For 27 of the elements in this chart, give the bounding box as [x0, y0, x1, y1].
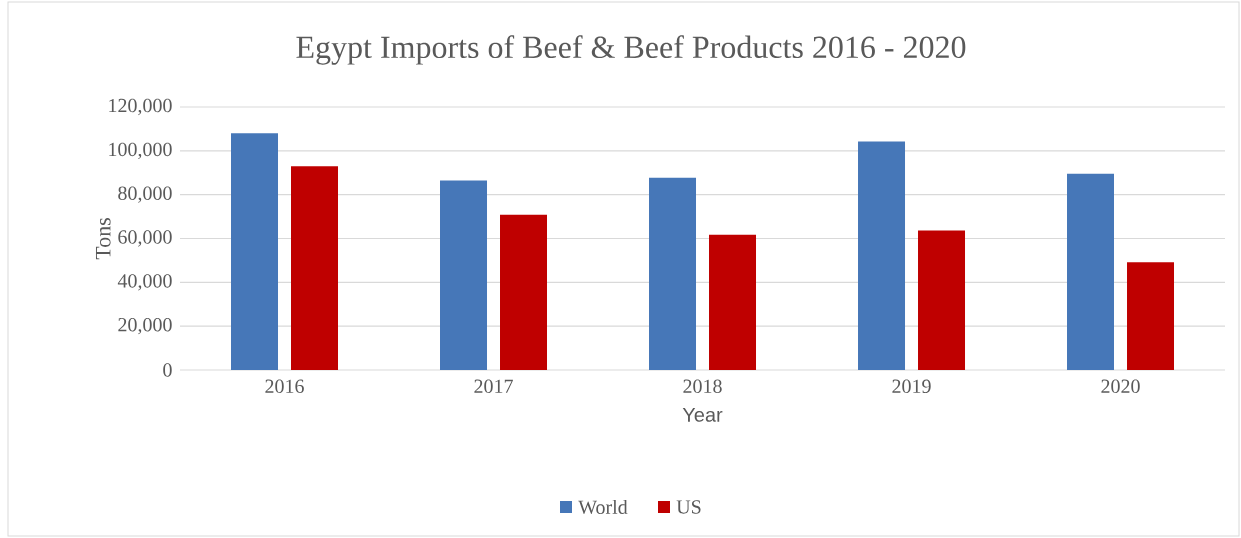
bar [1067, 173, 1115, 370]
x-tick-label: 2018 [683, 379, 722, 394]
chart-title: Egypt Imports of Beef & Beef Products 2016 - 2020 [296, 35, 966, 65]
bar [918, 230, 966, 370]
y-tick-label: 80,000 [118, 186, 172, 203]
x-tick-label: 2020 [1101, 379, 1140, 394]
y-tick-label: 40,000 [117, 274, 172, 291]
bar [440, 180, 487, 370]
y-tick-label: 120,000 [109, 98, 172, 116]
legend-label: World [578, 499, 628, 515]
bar [858, 141, 906, 370]
y-axis-title: Tons [95, 218, 111, 260]
bar [291, 166, 339, 370]
y-tick-label: 20,000 [118, 317, 172, 335]
x-axis-title: Year [682, 407, 723, 422]
bar [500, 214, 548, 370]
bar [709, 234, 757, 370]
y-tick-label: 0 [163, 363, 172, 377]
bar [1127, 262, 1175, 370]
bar [649, 177, 697, 370]
legend-label: US [676, 500, 701, 514]
x-tick-label: 2019 [892, 379, 931, 394]
y-tick-label: 60,000 [118, 230, 172, 247]
bar [231, 133, 279, 370]
y-tick-label: 100,000 [109, 142, 172, 160]
x-tick-label: 2016 [265, 379, 304, 394]
x-tick-label: 2017 [474, 379, 513, 394]
